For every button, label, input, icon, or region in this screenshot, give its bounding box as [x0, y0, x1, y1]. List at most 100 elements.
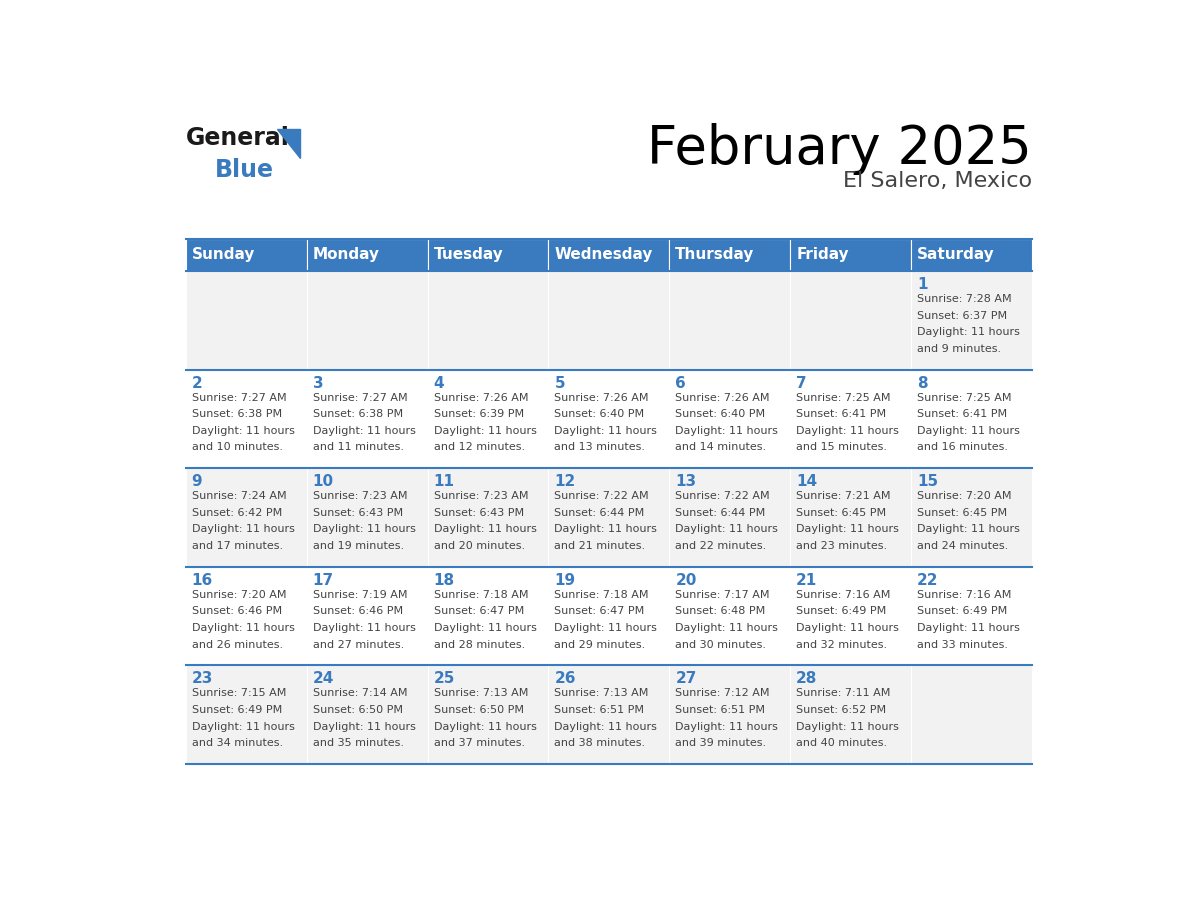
Text: 9: 9: [191, 475, 202, 489]
Text: Daylight: 11 hours: Daylight: 11 hours: [434, 426, 537, 436]
Text: Sunset: 6:43 PM: Sunset: 6:43 PM: [312, 508, 403, 518]
Text: Sunset: 6:50 PM: Sunset: 6:50 PM: [312, 705, 403, 715]
Text: Sunrise: 7:13 AM: Sunrise: 7:13 AM: [434, 688, 527, 699]
Text: Sunrise: 7:21 AM: Sunrise: 7:21 AM: [796, 491, 891, 501]
Bar: [669, 566, 790, 666]
Text: Sunrise: 7:18 AM: Sunrise: 7:18 AM: [434, 590, 527, 599]
Text: Daylight: 11 hours: Daylight: 11 hours: [191, 623, 295, 633]
Text: Sunset: 6:52 PM: Sunset: 6:52 PM: [796, 705, 886, 715]
Text: Sunrise: 7:17 AM: Sunrise: 7:17 AM: [675, 590, 770, 599]
Text: Sunset: 6:46 PM: Sunset: 6:46 PM: [191, 607, 282, 616]
Text: 24: 24: [312, 671, 334, 687]
Text: 7: 7: [796, 375, 807, 391]
Bar: [790, 370, 911, 468]
Text: Sunset: 6:43 PM: Sunset: 6:43 PM: [434, 508, 524, 518]
Bar: [428, 271, 549, 370]
Bar: [669, 666, 790, 764]
Text: Sunrise: 7:20 AM: Sunrise: 7:20 AM: [191, 590, 286, 599]
Text: 15: 15: [917, 475, 939, 489]
Text: Sunset: 6:37 PM: Sunset: 6:37 PM: [917, 311, 1007, 320]
Text: 19: 19: [555, 573, 575, 588]
Text: 4: 4: [434, 375, 444, 391]
Text: Daylight: 11 hours: Daylight: 11 hours: [796, 426, 899, 436]
Text: Daylight: 11 hours: Daylight: 11 hours: [675, 426, 778, 436]
Text: and 30 minutes.: and 30 minutes.: [675, 640, 766, 650]
Text: Sunrise: 7:25 AM: Sunrise: 7:25 AM: [796, 393, 891, 403]
Text: Sunset: 6:41 PM: Sunset: 6:41 PM: [917, 409, 1007, 420]
Bar: [549, 566, 669, 666]
Text: 1: 1: [917, 277, 928, 292]
Text: Daylight: 11 hours: Daylight: 11 hours: [312, 524, 416, 534]
Text: Daylight: 11 hours: Daylight: 11 hours: [675, 722, 778, 732]
Text: Daylight: 11 hours: Daylight: 11 hours: [434, 722, 537, 732]
Text: 14: 14: [796, 475, 817, 489]
Text: Sunrise: 7:27 AM: Sunrise: 7:27 AM: [312, 393, 407, 403]
Text: Saturday: Saturday: [917, 248, 994, 263]
Text: Daylight: 11 hours: Daylight: 11 hours: [917, 623, 1020, 633]
Text: Blue: Blue: [215, 158, 274, 182]
Bar: [428, 666, 549, 764]
Text: and 40 minutes.: and 40 minutes.: [796, 738, 887, 748]
Text: Sunset: 6:49 PM: Sunset: 6:49 PM: [917, 607, 1007, 616]
Bar: [549, 239, 669, 271]
Text: 22: 22: [917, 573, 939, 588]
Text: Daylight: 11 hours: Daylight: 11 hours: [434, 524, 537, 534]
Bar: [185, 666, 307, 764]
Text: 25: 25: [434, 671, 455, 687]
Text: Daylight: 11 hours: Daylight: 11 hours: [312, 623, 416, 633]
Text: Sunset: 6:51 PM: Sunset: 6:51 PM: [555, 705, 644, 715]
Bar: [790, 271, 911, 370]
Bar: [428, 566, 549, 666]
Text: and 17 minutes.: and 17 minutes.: [191, 541, 283, 551]
Text: Sunrise: 7:25 AM: Sunrise: 7:25 AM: [917, 393, 1012, 403]
Bar: [911, 566, 1032, 666]
Bar: [307, 666, 428, 764]
Text: Sunrise: 7:19 AM: Sunrise: 7:19 AM: [312, 590, 407, 599]
Bar: [911, 666, 1032, 764]
Text: Sunset: 6:44 PM: Sunset: 6:44 PM: [555, 508, 645, 518]
Text: Sunset: 6:39 PM: Sunset: 6:39 PM: [434, 409, 524, 420]
Text: and 26 minutes.: and 26 minutes.: [191, 640, 283, 650]
Text: Wednesday: Wednesday: [555, 248, 653, 263]
Text: Daylight: 11 hours: Daylight: 11 hours: [796, 722, 899, 732]
Text: Sunrise: 7:16 AM: Sunrise: 7:16 AM: [796, 590, 891, 599]
Bar: [669, 239, 790, 271]
Polygon shape: [277, 129, 301, 158]
Text: Sunrise: 7:22 AM: Sunrise: 7:22 AM: [675, 491, 770, 501]
Text: Daylight: 11 hours: Daylight: 11 hours: [191, 722, 295, 732]
Text: Sunrise: 7:18 AM: Sunrise: 7:18 AM: [555, 590, 649, 599]
Text: General: General: [185, 126, 290, 150]
Text: and 27 minutes.: and 27 minutes.: [312, 640, 404, 650]
Text: Sunrise: 7:15 AM: Sunrise: 7:15 AM: [191, 688, 286, 699]
Text: Daylight: 11 hours: Daylight: 11 hours: [675, 524, 778, 534]
Text: Sunrise: 7:14 AM: Sunrise: 7:14 AM: [312, 688, 407, 699]
Text: Sunday: Sunday: [191, 248, 255, 263]
Bar: [307, 566, 428, 666]
Text: Daylight: 11 hours: Daylight: 11 hours: [555, 426, 657, 436]
Text: Sunset: 6:40 PM: Sunset: 6:40 PM: [675, 409, 765, 420]
Text: Sunset: 6:38 PM: Sunset: 6:38 PM: [191, 409, 282, 420]
Text: 8: 8: [917, 375, 928, 391]
Text: Thursday: Thursday: [675, 248, 754, 263]
Bar: [669, 468, 790, 566]
Text: and 33 minutes.: and 33 minutes.: [917, 640, 1009, 650]
Text: and 19 minutes.: and 19 minutes.: [312, 541, 404, 551]
Text: and 22 minutes.: and 22 minutes.: [675, 541, 766, 551]
Text: and 35 minutes.: and 35 minutes.: [312, 738, 404, 748]
Text: and 11 minutes.: and 11 minutes.: [312, 442, 404, 453]
Text: El Salero, Mexico: El Salero, Mexico: [842, 171, 1032, 191]
Text: Sunrise: 7:23 AM: Sunrise: 7:23 AM: [312, 491, 407, 501]
Text: and 10 minutes.: and 10 minutes.: [191, 442, 283, 453]
Bar: [185, 566, 307, 666]
Bar: [790, 566, 911, 666]
Text: Daylight: 11 hours: Daylight: 11 hours: [917, 524, 1020, 534]
Bar: [911, 271, 1032, 370]
Text: Sunset: 6:50 PM: Sunset: 6:50 PM: [434, 705, 524, 715]
Text: Sunset: 6:48 PM: Sunset: 6:48 PM: [675, 607, 765, 616]
Text: 20: 20: [675, 573, 696, 588]
Bar: [307, 370, 428, 468]
Text: and 16 minutes.: and 16 minutes.: [917, 442, 1009, 453]
Text: Sunset: 6:38 PM: Sunset: 6:38 PM: [312, 409, 403, 420]
Bar: [790, 239, 911, 271]
Text: 23: 23: [191, 671, 213, 687]
